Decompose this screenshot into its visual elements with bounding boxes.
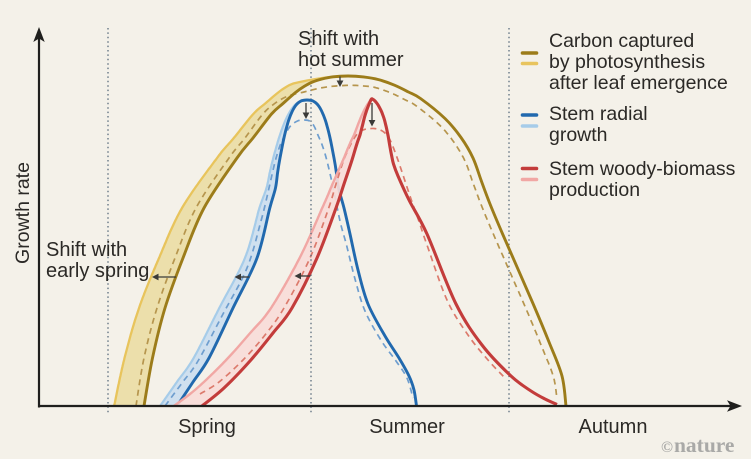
svg-text:Growth rate: Growth rate — [12, 162, 34, 264]
svg-text:early spring: early spring — [46, 260, 149, 282]
svg-text:by photosynthesis: by photosynthesis — [549, 51, 705, 73]
svg-text:Carbon captured: Carbon captured — [549, 30, 694, 52]
svg-text:Summer: Summer — [369, 416, 445, 438]
svg-text:Shift with: Shift with — [46, 239, 127, 261]
svg-text:growth: growth — [549, 124, 608, 146]
svg-text:production: production — [549, 179, 640, 201]
svg-text:hot summer: hot summer — [298, 49, 404, 71]
svg-text:Spring: Spring — [178, 416, 236, 438]
svg-text:Stem woody-biomass: Stem woody-biomass — [549, 158, 736, 180]
svg-text:Autumn: Autumn — [579, 416, 648, 438]
svg-text:Shift with: Shift with — [298, 28, 379, 50]
svg-text:©nature: ©nature — [661, 433, 734, 457]
svg-text:after leaf emergence: after leaf emergence — [549, 72, 728, 94]
svg-text:Stem radial: Stem radial — [549, 103, 648, 125]
